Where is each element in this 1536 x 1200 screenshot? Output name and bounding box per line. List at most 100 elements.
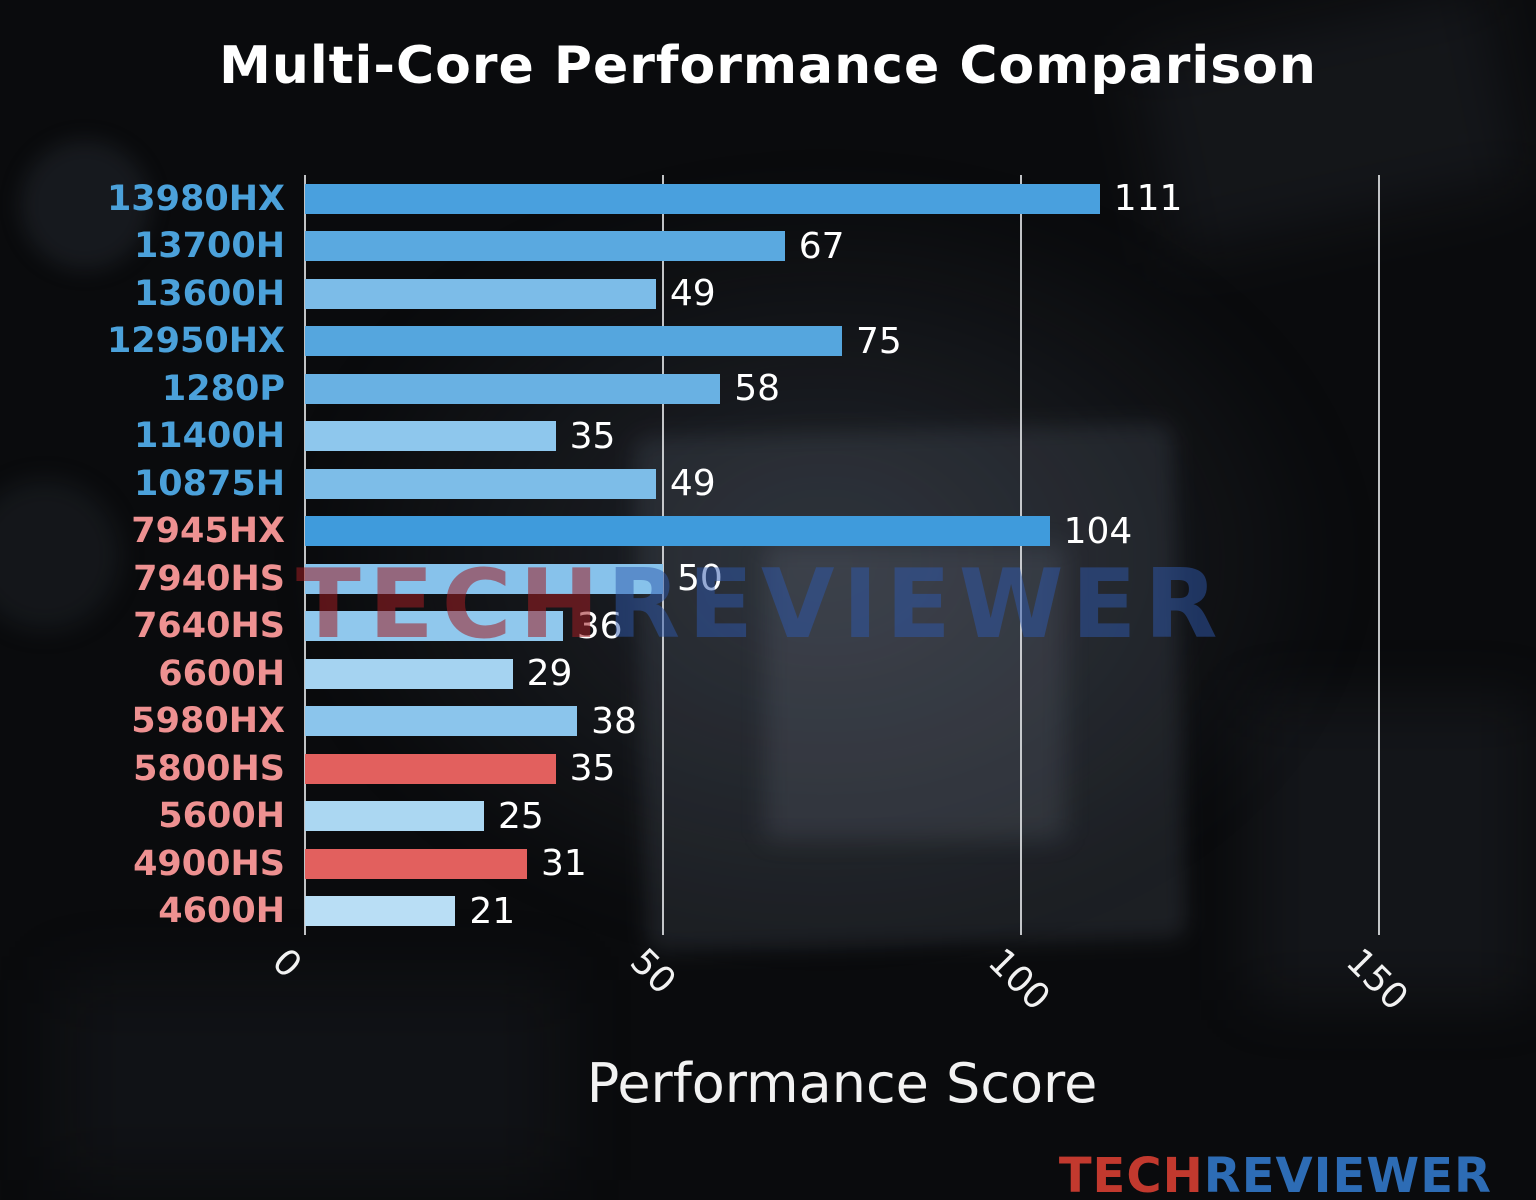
bar-track: 49 [305, 460, 1379, 508]
bar-row: 7945HX 104 [0, 508, 1379, 556]
bar [305, 231, 785, 262]
bar-row: 7640HS 36 [0, 603, 1379, 651]
bar [305, 848, 527, 879]
category-label: 5980HX [131, 701, 285, 742]
bar-row: 13980HX 111 [0, 175, 1379, 223]
bar-track: 35 [305, 413, 1379, 461]
bar [305, 706, 578, 737]
watermark-tech: TECH [296, 550, 607, 660]
bar-track: 75 [305, 318, 1379, 366]
bar-row: 4900HS 31 [0, 840, 1379, 888]
bar [305, 516, 1050, 547]
bar-track: 58 [305, 365, 1379, 413]
bar [305, 421, 556, 452]
value-label: 58 [734, 368, 781, 410]
gridline [1378, 175, 1380, 935]
background-decoration [0, 480, 120, 630]
category-label: 13600H [133, 273, 285, 314]
bar-track: 38 [305, 698, 1379, 746]
logo-reviewer: REVIEWER [1203, 1148, 1492, 1200]
bar-track: 35 [305, 745, 1379, 793]
bar-track: 67 [305, 223, 1379, 271]
gridline [661, 175, 664, 935]
category-label: 7640HS [133, 606, 285, 647]
category-label: 5600H [158, 796, 285, 837]
gridline [1019, 175, 1022, 935]
value-label: 67 [798, 225, 845, 267]
value-label: 49 [669, 463, 716, 505]
bar [305, 611, 563, 642]
bar-track: 50 [305, 555, 1379, 603]
x-tick-label: 50 [622, 941, 684, 1003]
bar [305, 373, 721, 404]
bar [305, 468, 656, 499]
category-label: 6600H [158, 653, 285, 694]
bar-row: 11400H 35 [0, 413, 1379, 461]
value-label: 111 [1113, 178, 1183, 220]
bar [305, 753, 556, 784]
bar-track: 104 [305, 508, 1379, 556]
gridlines [304, 175, 1380, 935]
bar-track: 31 [305, 840, 1379, 888]
bar-rows: 13980HX 111 13700H 67 13600H 49 12950HX 75 1280P… [0, 175, 1379, 935]
bar-track: 49 [305, 270, 1379, 318]
bar-row: 1280P 58 [0, 365, 1379, 413]
category-label: 13980HX [106, 178, 285, 219]
bar-row: 12950HX 75 [0, 318, 1379, 366]
gridline [304, 175, 306, 935]
category-label: 12950HX [106, 321, 285, 362]
value-label: 36 [576, 605, 623, 647]
category-label: 4600H [158, 891, 285, 932]
bar [305, 896, 456, 927]
brand-logo: TECHREVIEWER [1059, 1148, 1492, 1200]
bar [305, 658, 513, 689]
bar-row: 13600H 49 [0, 270, 1379, 318]
logo-tech: TECH [1058, 1148, 1204, 1200]
category-label: 4900HS [133, 843, 285, 884]
category-label: 10875H [133, 463, 285, 504]
value-label: 104 [1063, 510, 1133, 552]
value-label: 35 [569, 748, 616, 790]
category-label: 7940HS [133, 558, 285, 599]
background-decoration [60, 980, 560, 1180]
bar [305, 278, 656, 309]
category-label: 13700H [133, 226, 285, 267]
value-label: 29 [526, 653, 573, 695]
bar-row: 4600H 21 [0, 888, 1379, 936]
category-label: 11400H [133, 416, 285, 457]
bar-row: 7940HS 50 [0, 555, 1379, 603]
chart-title: Multi-Core Performance Comparison [219, 36, 1317, 96]
bar [305, 801, 484, 832]
background-decoration [1250, 700, 1530, 1000]
value-label: 21 [469, 890, 516, 932]
category-label: 7945HX [131, 511, 285, 552]
watermark: TECHREVIEWER [296, 550, 1226, 660]
bar-track: 21 [305, 888, 1379, 936]
bar [305, 326, 842, 357]
bar-row: 5800HS 35 [0, 745, 1379, 793]
bar-track: 111 [305, 175, 1379, 223]
background-decoration [20, 140, 150, 270]
bar-row: 13700H 67 [0, 223, 1379, 271]
value-label: 75 [856, 320, 902, 362]
value-label: 50 [677, 558, 723, 600]
category-label: 1280P [161, 368, 285, 409]
bar-row: 6600H 29 [0, 650, 1379, 698]
x-tick-label: 100 [980, 941, 1058, 1019]
value-label: 38 [591, 700, 637, 742]
bar-track: 29 [305, 650, 1379, 698]
bar-chart: 13980HX 111 13700H 67 13600H 49 12950HX 75 1280P… [0, 175, 1380, 935]
background-decoration [765, 545, 1065, 840]
bar-track: 25 [305, 793, 1379, 841]
bar-track: 36 [305, 603, 1379, 651]
bar [305, 183, 1100, 214]
bar-row: 10875H 49 [0, 460, 1379, 508]
value-label: 31 [540, 843, 587, 885]
bar-row: 5980HX 38 [0, 698, 1379, 746]
bar-row: 5600H 25 [0, 793, 1379, 841]
value-label: 25 [498, 795, 544, 837]
value-label: 49 [669, 273, 716, 315]
category-label: 5800HS [133, 748, 285, 789]
watermark-reviewer: REVIEWER [606, 550, 1226, 660]
